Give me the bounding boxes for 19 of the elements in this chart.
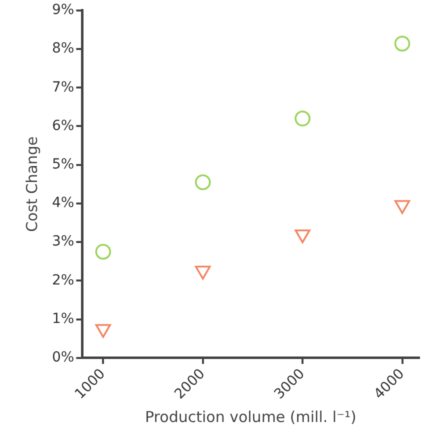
point [394, 36, 410, 52]
point [394, 200, 410, 214]
y-tick-label: 7% [52, 79, 74, 96]
y-tick-label: 6% [52, 118, 74, 134]
point [195, 266, 211, 280]
point [294, 229, 310, 244]
point [95, 324, 111, 338]
x-axis-title: Production volume (mill. l⁻¹) [145, 408, 356, 426]
y-tick-label: 5% [52, 156, 74, 172]
y-tick-label: 0% [52, 350, 74, 366]
y-tick-label: 3% [52, 234, 74, 250]
y-tick-label: 9% [52, 2, 74, 18]
y-axis-title: Cost Change [22, 136, 41, 232]
y-tick-label: 2% [52, 272, 74, 288]
point [294, 110, 310, 126]
y-tick-label: 1% [52, 310, 74, 327]
point [194, 174, 211, 190]
y-tick-label: 8% [52, 40, 74, 57]
y-tick-label: 4% [52, 195, 74, 212]
